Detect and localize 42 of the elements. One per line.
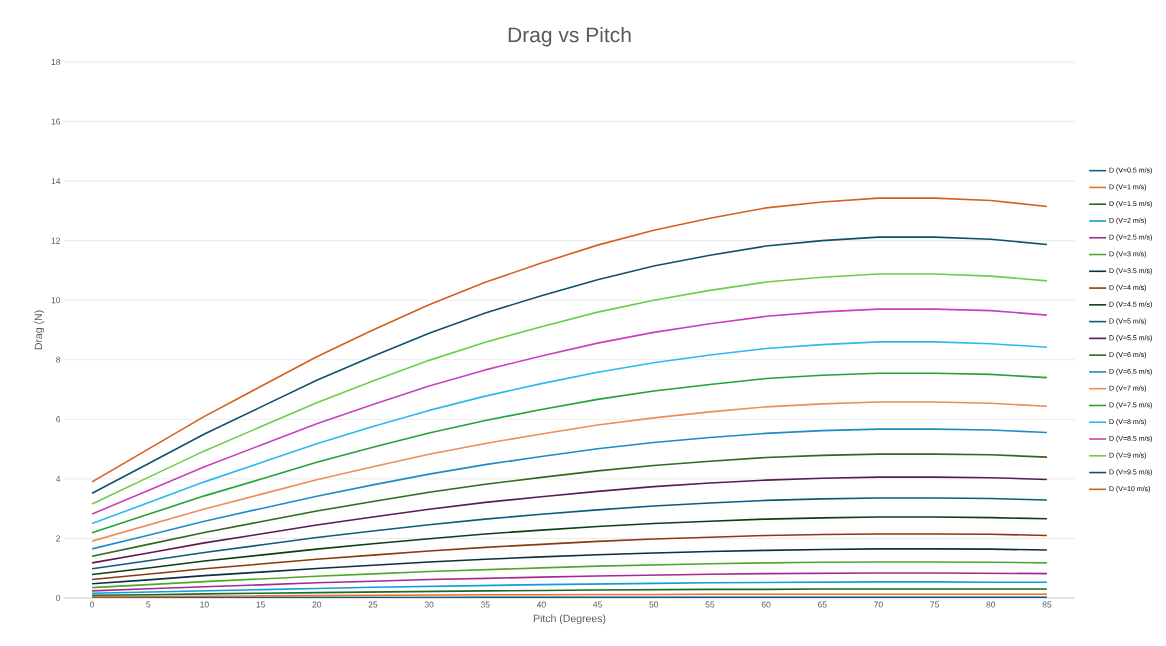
line-series <box>91 308 1048 515</box>
x-tick-label: 25 <box>368 601 378 608</box>
line-series <box>91 197 1048 483</box>
line-series <box>91 476 1048 564</box>
x-tick-label: 70 <box>874 601 883 608</box>
x-tick-label: 10 <box>200 601 209 608</box>
x-axis-title: Pitch (Degrees) <box>533 614 606 625</box>
y-tick-label: 16 <box>51 118 61 125</box>
y-axis-title: Drag (N) <box>34 310 45 350</box>
x-tick-label: 30 <box>424 601 434 608</box>
line-series <box>91 236 1048 494</box>
x-tick-label: 45 <box>593 601 602 608</box>
y-tick-label: 12 <box>51 237 61 244</box>
line-series <box>91 548 1048 585</box>
x-tick-label: 40 <box>536 601 546 608</box>
x-tick-label: 50 <box>649 601 659 608</box>
y-tick-label: 10 <box>51 297 61 304</box>
chart-title: Drag vs Pitch <box>508 26 631 47</box>
x-tick-label: 80 <box>986 601 996 608</box>
x-tick-label: 60 <box>761 601 771 608</box>
line-series <box>91 428 1048 550</box>
y-tick-label: 18 <box>51 59 61 65</box>
x-tick-label: 20 <box>312 601 322 608</box>
x-tick-label: 65 <box>817 601 827 608</box>
x-tick-label: 75 <box>930 601 939 608</box>
x-tick-label: 55 <box>705 601 715 608</box>
y-tick-label: 8 <box>56 356 61 363</box>
line-series <box>91 273 1048 505</box>
x-tick-label: 5 <box>146 601 151 608</box>
y-tick-label: 14 <box>51 178 61 185</box>
y-tick-label: 0 <box>56 595 61 601</box>
y-tick-label: 6 <box>56 416 61 423</box>
y-tick-label: 4 <box>55 475 61 482</box>
y-tick-label: 2 <box>56 535 61 542</box>
x-tick-label: 85 <box>1042 601 1052 608</box>
line-series <box>91 497 1048 570</box>
line-series <box>91 516 1048 576</box>
line-series <box>91 372 1048 534</box>
x-tick-label: 15 <box>256 601 265 608</box>
line-series <box>91 453 1048 558</box>
x-tick-label: 35 <box>480 601 490 608</box>
x-tick-label: 0 <box>90 601 95 608</box>
